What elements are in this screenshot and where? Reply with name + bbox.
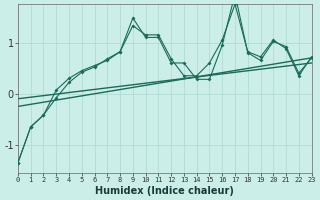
X-axis label: Humidex (Indice chaleur): Humidex (Indice chaleur): [95, 186, 234, 196]
